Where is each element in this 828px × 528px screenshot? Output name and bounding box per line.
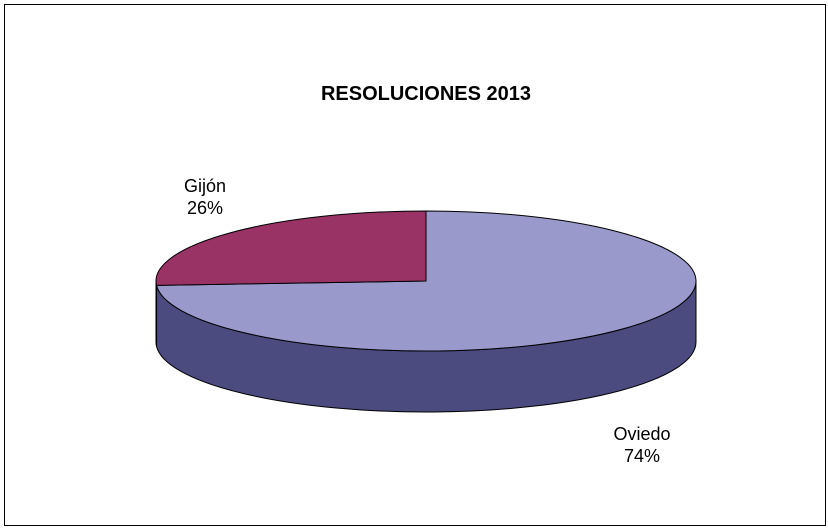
slice-side-gijon (155, 280, 158, 347)
slice-name-oviedo: Oviedo (613, 424, 670, 444)
pie-slices (155, 210, 697, 413)
slice-label-gijon: Gijón 26% (184, 176, 226, 218)
slice-top-gijon (155, 210, 427, 286)
slice-percent-gijon: 26% (187, 198, 223, 218)
chart-title: RESOLUCIONES 2013 (321, 83, 531, 105)
slice-label-oviedo: Oviedo 74% (613, 424, 670, 466)
slice-percent-oviedo: 74% (624, 446, 660, 466)
slice-name-gijon: Gijón (184, 176, 226, 196)
